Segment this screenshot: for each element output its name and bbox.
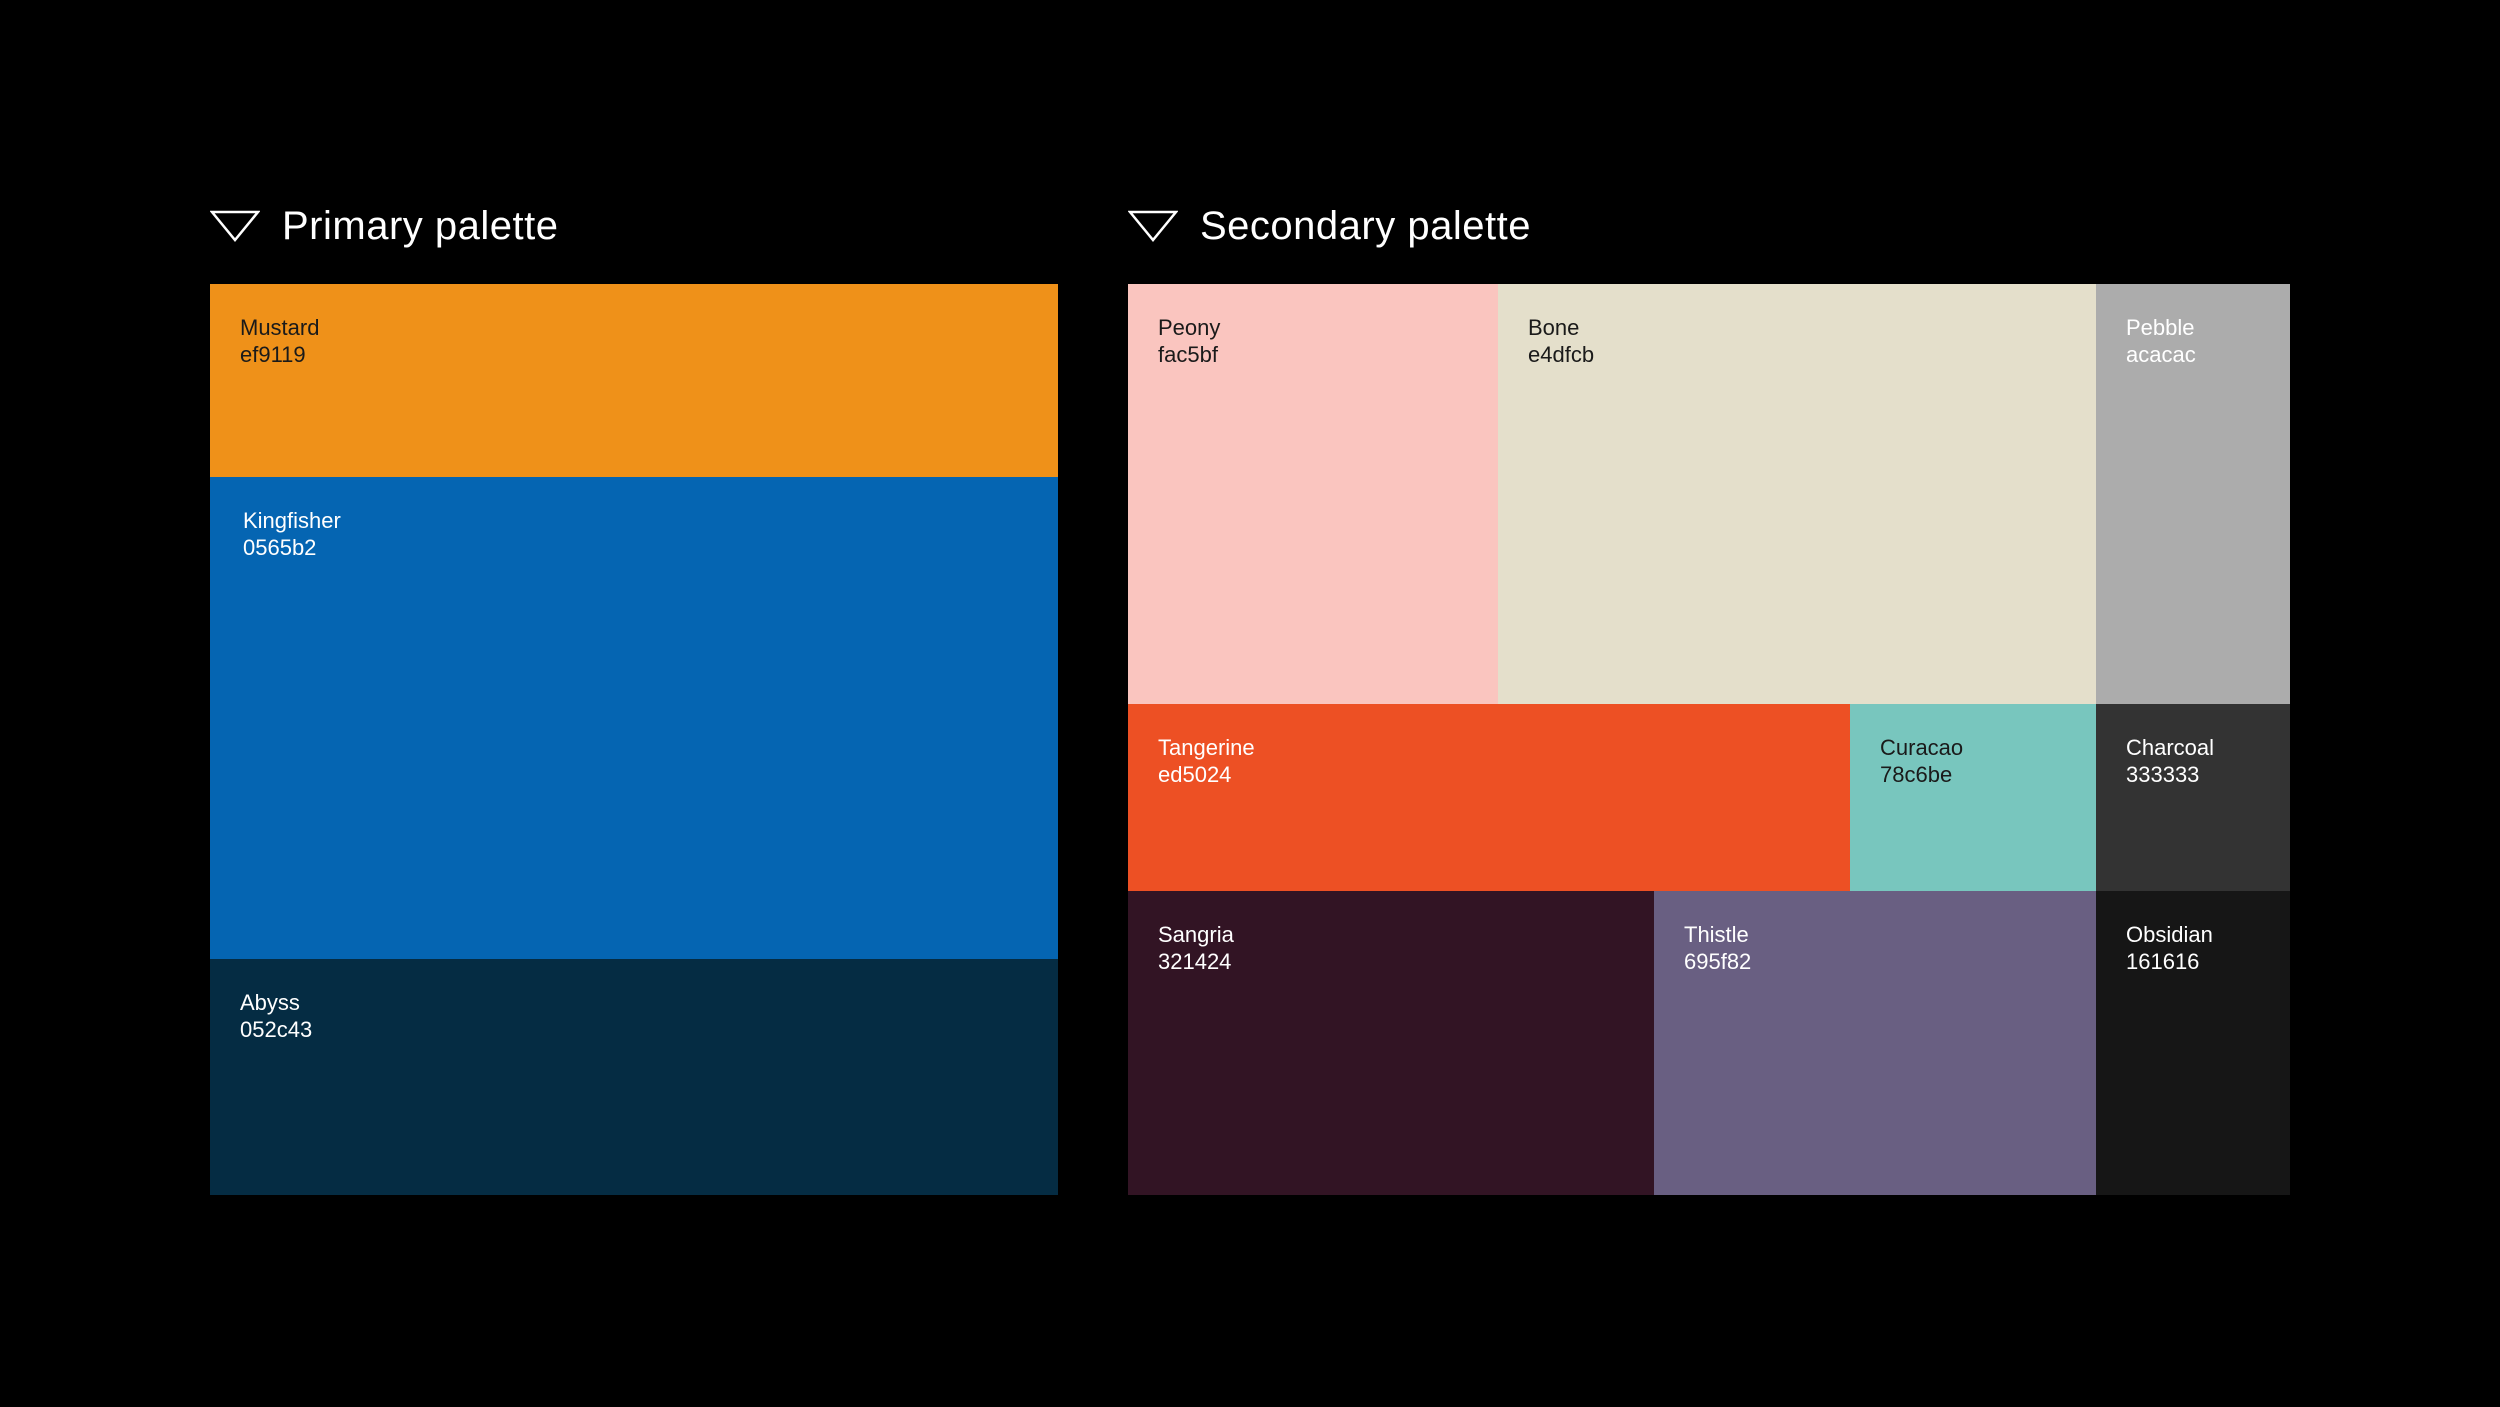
swatch-hex: acacac <box>2126 342 2196 367</box>
primary-palette-heading: Primary palette <box>210 198 558 254</box>
triangle-down-icon <box>210 210 260 242</box>
triangle-down-icon <box>1128 210 1178 242</box>
swatch-charcoal: Charcoal 333333 <box>2096 704 2290 891</box>
swatch-name: Sangria <box>1158 922 1234 947</box>
swatch-name: Charcoal <box>2126 735 2215 760</box>
swatch-peony: Peony fac5bf <box>1128 284 1498 704</box>
swatch-pebble: Pebble acacac <box>2096 284 2290 704</box>
swatch-hex: 695f82 <box>1684 949 1752 974</box>
swatch-name: Tangerine <box>1158 735 1255 760</box>
swatch-hex: ef9119 <box>240 342 306 367</box>
swatch-thistle: Thistle 695f82 <box>1654 891 2096 1195</box>
secondary-palette-heading: Secondary palette <box>1128 198 1531 254</box>
swatch-name: Abyss <box>240 990 300 1015</box>
secondary-palette-title: Secondary palette <box>1200 203 1531 248</box>
swatch-bone: Bone e4dfcb <box>1498 284 2096 704</box>
swatch-hex: e4dfcb <box>1528 342 1595 367</box>
swatch-hex: 0565b2 <box>243 535 317 560</box>
swatch-name: Obsidian <box>2126 922 2213 947</box>
swatch-name: Bone <box>1528 315 1580 340</box>
swatch-hex: 321424 <box>1158 949 1232 974</box>
primary-palette-title: Primary palette <box>282 203 559 248</box>
swatch-name: Kingfisher <box>243 508 341 533</box>
swatch-curacao: Curacao 78c6be <box>1850 704 2096 891</box>
swatch-hex: 333333 <box>2126 762 2200 787</box>
swatch-hex: 161616 <box>2126 949 2200 974</box>
swatch-mustard: Mustard ef9119 <box>210 284 1058 477</box>
swatch-kingfisher: Kingfisher 0565b2 <box>210 477 1058 959</box>
swatch-name: Peony <box>1158 315 1221 340</box>
swatch-name: Curacao <box>1880 735 1964 760</box>
swatch-name: Pebble <box>2126 315 2195 340</box>
swatch-hex: 052c43 <box>240 1017 313 1042</box>
swatch-sangria: Sangria 321424 <box>1128 891 1654 1195</box>
swatch-hex: 78c6be <box>1880 762 1953 787</box>
swatch-name: Mustard <box>240 315 320 340</box>
swatch-hex: fac5bf <box>1158 342 1218 367</box>
swatch-obsidian: Obsidian 161616 <box>2096 891 2290 1195</box>
swatch-name: Thistle <box>1684 922 1749 947</box>
swatch-abyss: Abyss 052c43 <box>210 959 1058 1195</box>
swatch-hex: ed5024 <box>1158 762 1232 787</box>
swatch-tangerine: Tangerine ed5024 <box>1128 704 1850 891</box>
